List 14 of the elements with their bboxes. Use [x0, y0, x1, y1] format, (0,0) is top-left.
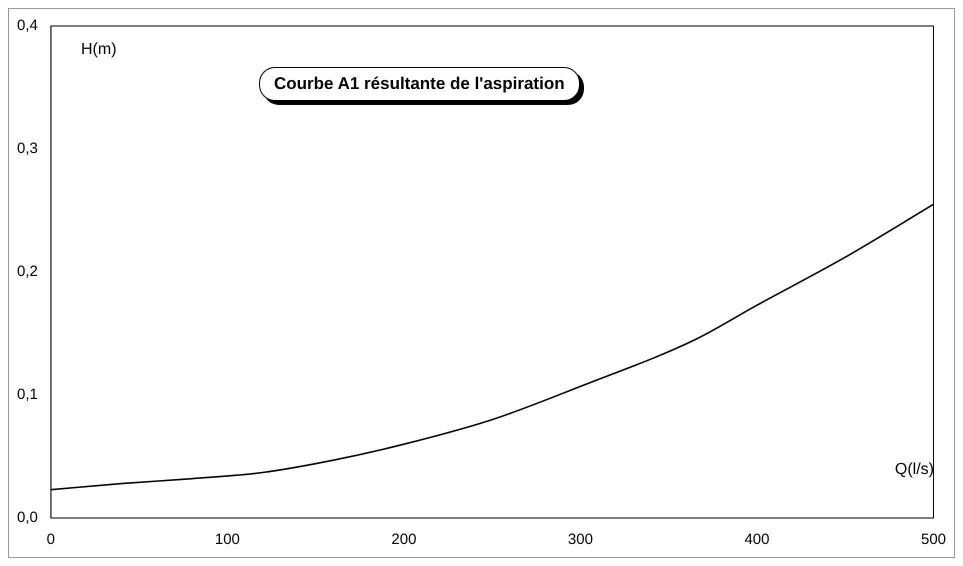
y-tick-label: 0,1	[16, 386, 38, 404]
x-tick-label: 200	[391, 531, 416, 548]
x-tick-label: 400	[744, 531, 770, 548]
x-axis-title: Q(l/s)	[894, 461, 934, 479]
y-axis-title: H(m)	[81, 41, 117, 59]
text: Courbe A1 résultante de l'aspiration	[259, 67, 580, 101]
y-tick-label: 0,3	[16, 140, 38, 158]
y-tick-label: 0,2	[16, 263, 38, 280]
x-tick-label: 300	[568, 531, 593, 548]
x-tick-label: 0	[46, 531, 56, 548]
y-tick-label: 0,4	[16, 17, 38, 34]
y-tick-label: 0,0	[16, 509, 38, 526]
x-tick-label: 500	[920, 531, 946, 548]
x-tick-label: 100	[214, 531, 240, 548]
